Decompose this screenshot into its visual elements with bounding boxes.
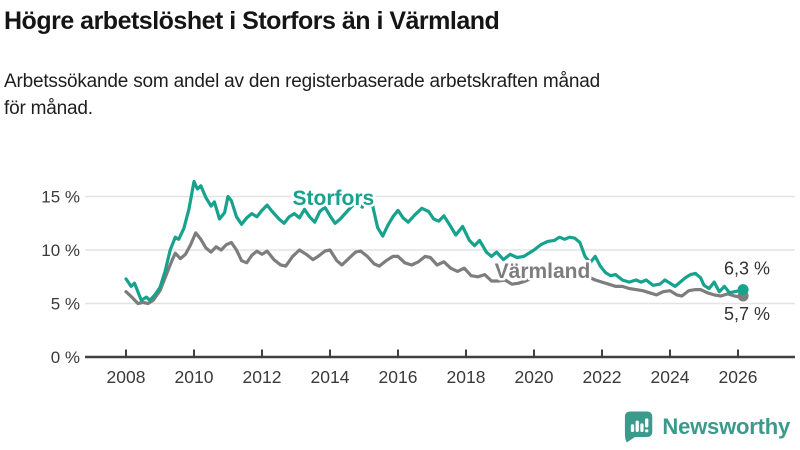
subtitle-line-2: för månad. [4, 98, 93, 119]
series-label-storfors: Storfors [293, 187, 375, 210]
subtitle-line-1: Arbetssökande som andel av den registerb… [4, 71, 601, 92]
y-tick-label-0: 0 % [51, 348, 80, 367]
chart-subtitle: Arbetssökande som andel av den registerb… [4, 36, 796, 122]
x-tick-label-2010: 2010 [175, 367, 214, 387]
x-tick-label-2020: 2020 [515, 367, 554, 387]
x-tick-label-2026: 2026 [719, 367, 758, 387]
x-tick-label-2022: 2022 [583, 367, 622, 387]
chart-header: Högre arbetslöshet i Storfors än i Värml… [4, 0, 796, 122]
y-tick-label-5: 5 % [51, 295, 80, 314]
x-tick-label-2008: 2008 [107, 367, 146, 387]
series-line-värmland [124, 231, 745, 306]
newsworthy-wordmark: Newsworthy [662, 414, 790, 439]
page-title: Högre arbetslöshet i Storfors än i Värml… [4, 7, 500, 35]
bar-chart-speech-bubble-icon [625, 411, 653, 443]
x-tick-label-2024: 2024 [651, 367, 690, 387]
newsworthy-logo[interactable]: Newsworthy [624, 410, 790, 444]
x-tick-label-2014: 2014 [311, 367, 350, 387]
y-tick-label-15: 15 % [41, 188, 80, 207]
y-tick-label-10: 10 % [41, 241, 80, 260]
end-value-label-värmland: 5,7 % [724, 304, 770, 324]
x-tick-label-2016: 2016 [379, 367, 418, 387]
series-line-storfors [124, 179, 745, 302]
end-dot-storfors [737, 284, 749, 296]
x-tick-label-2012: 2012 [243, 367, 282, 387]
x-tick-label-2018: 2018 [447, 367, 486, 387]
series-label-värmland: Värmland [495, 260, 591, 283]
end-value-label-storfors: 6,3 % [724, 259, 770, 279]
